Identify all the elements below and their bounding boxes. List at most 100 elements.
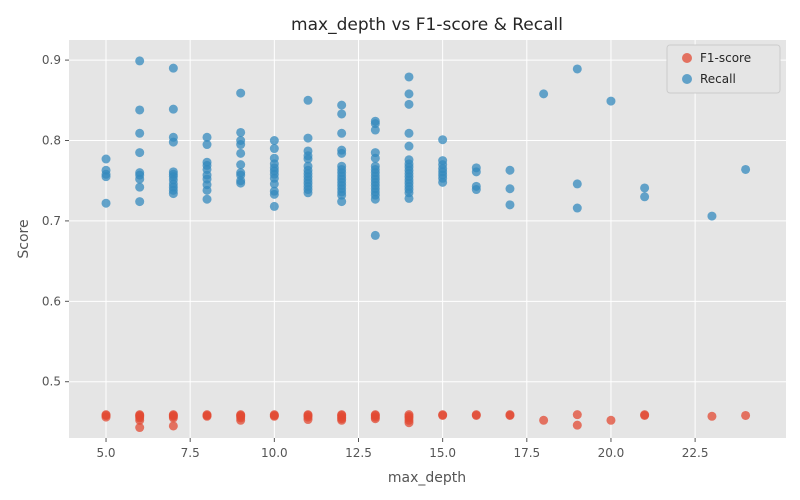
recall-point — [572, 179, 582, 189]
x-tick-label: 20.0 — [598, 446, 625, 460]
recall-point — [707, 211, 717, 221]
f1-score-point — [606, 415, 616, 425]
legend-label-recall: Recall — [700, 72, 736, 86]
x-tick-label: 5.0 — [96, 446, 115, 460]
y-axis-ticks: 0.5 0.6 0.7 0.8 0.9 — [42, 53, 69, 389]
recall-point — [135, 56, 145, 66]
f1-score-point — [640, 410, 650, 420]
recall-point — [640, 183, 650, 193]
recall-point — [337, 109, 347, 119]
recall-point — [101, 198, 111, 208]
recall-point — [337, 197, 347, 207]
x-tick-label: 10.0 — [261, 446, 288, 460]
recall-point — [404, 72, 414, 82]
recall-point — [404, 193, 414, 203]
recall-point — [404, 89, 414, 99]
recall-point — [168, 104, 178, 114]
f1-score-point — [168, 421, 178, 431]
f1-score-point — [741, 410, 751, 420]
y-tick-label: 0.6 — [42, 294, 61, 308]
recall-point — [135, 148, 145, 158]
legend: F1-score Recall — [666, 44, 781, 94]
recall-point — [370, 230, 380, 240]
recall-point — [269, 201, 279, 211]
x-tick-label: 17.5 — [513, 446, 540, 460]
f1-score-point — [404, 410, 414, 420]
y-tick-label: 0.9 — [42, 53, 61, 67]
legend-marker-recall — [682, 74, 692, 84]
f1-score-point — [101, 410, 111, 420]
recall-point — [168, 189, 178, 199]
f1-score-point — [269, 410, 279, 420]
x-tick-label: 15.0 — [429, 446, 456, 460]
f1-score-point — [168, 410, 178, 420]
f1-score-point — [202, 410, 212, 420]
recall-point — [337, 100, 347, 110]
plot-background — [69, 40, 786, 438]
recall-point — [202, 140, 212, 150]
recall-point — [269, 189, 279, 199]
recall-point — [572, 203, 582, 213]
recall-point — [236, 160, 246, 170]
x-tick-label: 12.5 — [345, 446, 372, 460]
recall-point — [471, 185, 481, 195]
recall-point — [471, 167, 481, 177]
f1-score-point — [438, 410, 448, 420]
f1-score-point — [572, 420, 582, 430]
recall-point — [438, 135, 448, 145]
recall-point — [303, 133, 313, 143]
recall-point — [135, 105, 145, 115]
recall-point — [269, 179, 279, 189]
recall-point — [741, 164, 751, 174]
x-axis-label: max_depth — [388, 470, 466, 486]
recall-point — [303, 95, 313, 105]
y-tick-label: 0.5 — [42, 375, 61, 389]
recall-point — [269, 144, 279, 154]
recall-point — [505, 200, 515, 210]
f1-score-point — [370, 410, 380, 420]
f1-score-point — [135, 410, 145, 420]
f1-score-point — [236, 410, 246, 420]
x-tick-label: 7.5 — [181, 446, 200, 460]
legend-marker-f1-score — [682, 53, 692, 63]
recall-point — [303, 188, 313, 198]
recall-point — [135, 128, 145, 138]
y-tick-label: 0.7 — [42, 214, 61, 228]
data-points — [101, 56, 751, 433]
x-axis-ticks: 5.0 7.5 10.0 12.5 15.0 17.5 20.0 22.5 — [96, 438, 708, 460]
recall-point — [303, 154, 313, 164]
recall-point — [370, 194, 380, 204]
f1-score-point — [572, 410, 582, 420]
recall-point — [236, 88, 246, 98]
recall-point — [168, 63, 178, 73]
legend-box — [666, 44, 781, 94]
f1-score-point — [707, 411, 717, 421]
y-tick-label: 0.8 — [42, 134, 61, 148]
recall-point — [404, 128, 414, 138]
recall-point — [202, 132, 212, 142]
recall-point — [236, 178, 246, 188]
x-tick-label: 22.5 — [682, 446, 709, 460]
recall-point — [236, 140, 246, 150]
recall-point — [505, 184, 515, 194]
recall-point — [539, 89, 549, 99]
f1-score-point — [303, 410, 313, 420]
recall-point — [101, 172, 111, 182]
legend-label-f1-score: F1-score — [700, 51, 751, 65]
recall-point — [202, 194, 212, 204]
f1-score-point — [505, 410, 515, 420]
recall-point — [337, 128, 347, 138]
recall-point — [404, 141, 414, 151]
recall-point — [505, 165, 515, 175]
recall-point — [606, 96, 616, 106]
recall-point — [337, 190, 347, 200]
recall-point — [572, 64, 582, 74]
recall-point — [370, 119, 380, 129]
recall-point — [135, 182, 145, 192]
recall-point — [135, 174, 145, 184]
recall-point — [168, 137, 178, 147]
f1-score-point — [337, 410, 347, 420]
recall-point — [438, 177, 448, 187]
f1-score-point — [471, 410, 481, 420]
